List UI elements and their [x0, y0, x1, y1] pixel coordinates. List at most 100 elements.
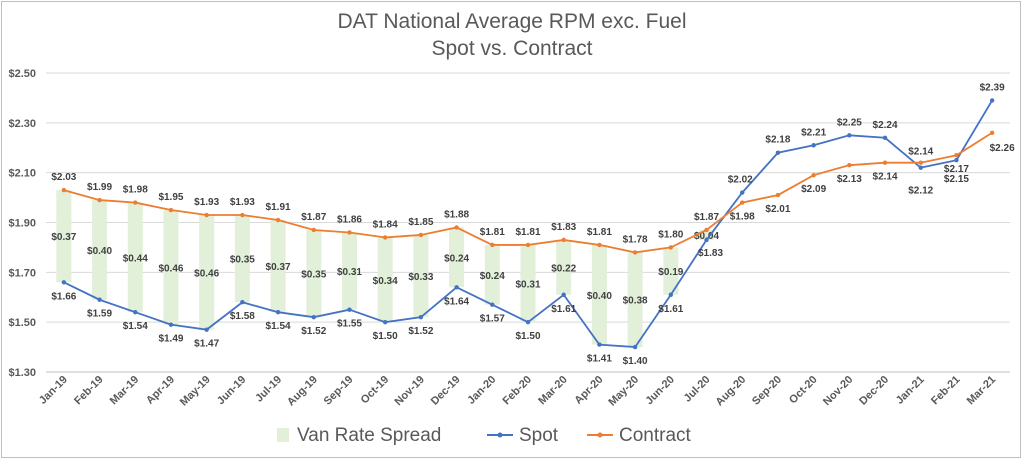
- y-tick-label: $2.30: [8, 118, 36, 130]
- data-label-contract: $1.87: [694, 212, 719, 223]
- spread-data-label: $0.33: [408, 272, 433, 283]
- data-label-contract: $1.91: [266, 202, 291, 213]
- data-label-contract: $1.78: [623, 234, 648, 245]
- series-point-contract: [561, 237, 566, 243]
- data-label-spot: $1.57: [480, 314, 505, 325]
- x-tick-label: Feb-20: [501, 374, 535, 408]
- spread-bar: [377, 237, 393, 323]
- data-label-spot: $1.52: [408, 326, 433, 337]
- data-label-contract: $1.85: [408, 217, 433, 228]
- data-label-contract: $1.81: [515, 227, 540, 238]
- series-point-contract: [490, 242, 495, 248]
- data-label-contract: $1.93: [194, 197, 219, 208]
- series-point-spot: [275, 310, 281, 315]
- legend-swatch-marker: [597, 432, 603, 438]
- series-point-spot: [311, 314, 316, 320]
- chart-title: DAT National Average RPM exc. Fuel Spot …: [2, 8, 1022, 62]
- spread-bar: [234, 215, 250, 303]
- data-label-spot: $1.66: [51, 291, 76, 302]
- x-tick-label: Dec-20: [857, 374, 891, 408]
- x-tick-label: Jun-20: [643, 374, 677, 408]
- data-label-contract: $2.14: [873, 172, 898, 183]
- legend-swatch-spread: [277, 428, 289, 442]
- x-tick-label: Jul-19: [253, 374, 284, 405]
- data-label-spot: $1.41: [587, 354, 612, 365]
- spread-bar: [663, 247, 679, 295]
- series-point-contract: [811, 172, 816, 178]
- spread-bar: [449, 227, 465, 288]
- series-point-spot: [918, 165, 923, 170]
- spread-data-label: $0.44: [123, 253, 148, 264]
- series-point-spot: [882, 135, 888, 140]
- data-label-spot: $1.50: [515, 331, 540, 342]
- series-point-contract: [632, 250, 638, 255]
- spread-bar: [556, 239, 572, 295]
- x-tick-label: Jan-20: [465, 374, 498, 407]
- series-point-contract: [597, 242, 602, 248]
- series-point-contract: [382, 235, 388, 240]
- series-point-contract: [61, 187, 67, 193]
- data-label-spot: $1.55: [337, 319, 362, 330]
- spread-bar: [270, 220, 286, 313]
- legend-label: Van Rate Spread: [297, 425, 441, 446]
- data-label-spot: $2.18: [765, 135, 790, 146]
- spread-data-label: $0.38: [623, 296, 648, 307]
- legend-item: Spot: [487, 425, 559, 446]
- x-tick-label: Jan-19: [37, 374, 70, 407]
- x-tick-label: Sep-20: [750, 374, 784, 408]
- series-point-contract: [168, 207, 174, 213]
- series-point-spot: [490, 302, 495, 307]
- series-point-spot: [382, 319, 388, 325]
- x-tick-label: May-20: [606, 374, 641, 409]
- x-tick-label: Dec-19: [429, 374, 463, 408]
- series-point-spot: [61, 280, 67, 285]
- series-point-spot: [418, 314, 424, 320]
- series-point-spot: [668, 292, 674, 297]
- series-point-spot: [561, 292, 566, 297]
- series-point-contract: [740, 200, 745, 205]
- spread-data-label: $0.22: [551, 263, 576, 274]
- data-label-contract: $2.17: [944, 164, 969, 175]
- x-tick-label: Feb-19: [72, 374, 106, 408]
- series-point-contract: [347, 230, 352, 235]
- x-tick-label: Nov-19: [393, 374, 427, 408]
- data-label-contract: $2.01: [765, 204, 790, 215]
- series-point-spot: [954, 158, 959, 163]
- spread-bar: [92, 200, 108, 300]
- series-point-spot: [454, 285, 459, 290]
- data-label-contract: $1.81: [587, 227, 612, 238]
- series-point-contract: [775, 192, 781, 198]
- spread-bar: [127, 202, 143, 313]
- series-point-spot: [97, 297, 102, 302]
- data-label-contract: $2.13: [837, 174, 862, 185]
- data-label-spot: $1.40: [623, 356, 648, 367]
- series-point-spot: [168, 322, 174, 327]
- y-tick-label: $2.10: [8, 168, 36, 180]
- spread-data-label: $0.46: [158, 263, 183, 274]
- series-point-spot: [525, 319, 531, 325]
- series-point-spot: [597, 342, 602, 347]
- series-point-spot: [240, 300, 245, 305]
- legend-label: Spot: [519, 425, 559, 446]
- x-tick-label: Oct-20: [787, 374, 820, 407]
- data-label-contract: $2.03: [51, 172, 76, 183]
- spread-data-label: $0.31: [337, 267, 362, 278]
- series-point-spot: [811, 143, 816, 148]
- series-point-spot: [133, 310, 138, 315]
- spread-bar: [413, 234, 429, 318]
- data-label-spot: $2.02: [728, 175, 753, 186]
- chart-title-line-2: Spot vs. Contract: [431, 37, 593, 60]
- spread-bar: [627, 252, 643, 348]
- spread-bar: [163, 210, 179, 325]
- spread-data-label: $0.24: [480, 271, 505, 282]
- series-point-contract: [97, 197, 102, 203]
- data-label-contract: $2.26: [990, 143, 1015, 154]
- data-label-spot: $1.49: [158, 334, 183, 345]
- series-point-spot: [632, 344, 638, 350]
- data-label-spot: $2.15: [944, 174, 969, 185]
- series-point-contract: [704, 227, 709, 233]
- x-tick-label: Oct-19: [359, 374, 392, 407]
- legend-swatch-marker: [497, 432, 503, 438]
- series-point-contract: [418, 232, 424, 238]
